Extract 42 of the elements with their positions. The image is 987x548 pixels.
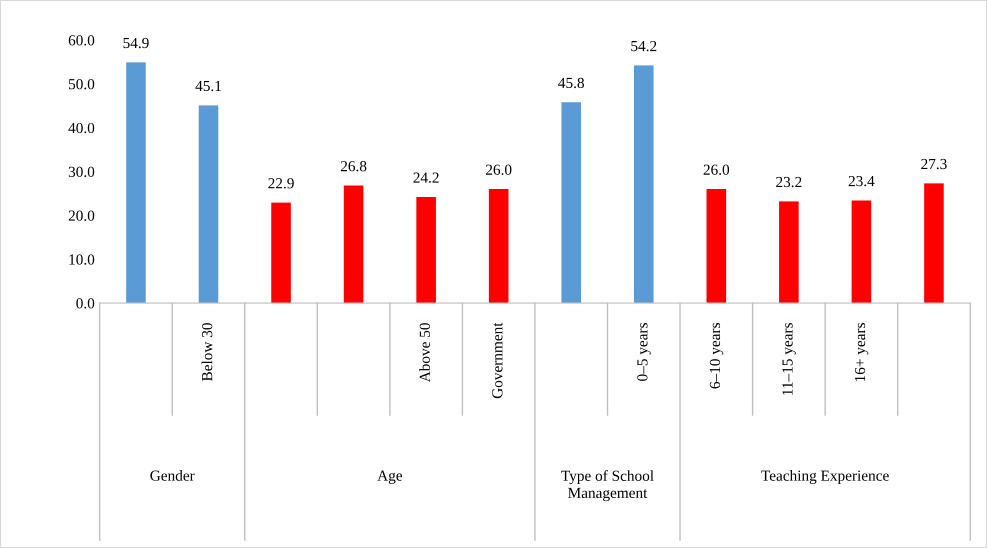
bar [924,183,944,304]
data-label: 23.4 [848,176,875,186]
x-tick-label: 0–5 years [637,323,651,381]
data-label: 26.8 [340,161,366,172]
bar [852,200,872,304]
bar [488,189,508,304]
x-tick-label: Government [492,322,503,398]
text: Age [377,470,402,484]
bar [634,65,654,304]
y-tick-label: 50.0 [68,78,94,90]
data-label: 23.2 [776,176,802,188]
y-tick-label: 30.0 [68,166,94,178]
y-tick-label: 40.0 [68,122,94,134]
text: Type of School Management [561,470,654,502]
data-label: 54.9 [123,38,149,48]
data-label: 45.1 [195,80,221,92]
y-tick-label: 20.0 [68,210,94,221]
data-label: 24.2 [413,172,439,183]
data-label: 27.3 [921,158,947,170]
x-tick-label: Above 50 [419,323,430,382]
y-tick-label: 10.0 [69,254,94,265]
y-tick-label: 60.0 [68,35,94,46]
bar [779,201,799,304]
x-tick-label: 6–10 years [710,323,724,388]
y-tick-label: 0.0 [76,298,94,309]
x-tick-label: Below 30 [202,323,212,382]
bar [706,189,726,304]
x-tick-label: 16+ years [854,323,868,382]
text: Gender [150,470,195,481]
bar [126,62,146,304]
bar [271,202,291,304]
bar [198,105,218,304]
data-label: 26.0 [704,164,730,175]
data-label: 26.0 [486,164,512,175]
bar [416,196,436,304]
data-label: 22.9 [268,178,294,189]
bar [561,102,582,304]
x-tick-label: 11–15 years [782,323,796,395]
text: Teaching Experience [761,470,889,484]
bar [344,186,364,304]
data-label: 54.2 [631,40,656,52]
data-label: 45.8 [558,78,584,88]
